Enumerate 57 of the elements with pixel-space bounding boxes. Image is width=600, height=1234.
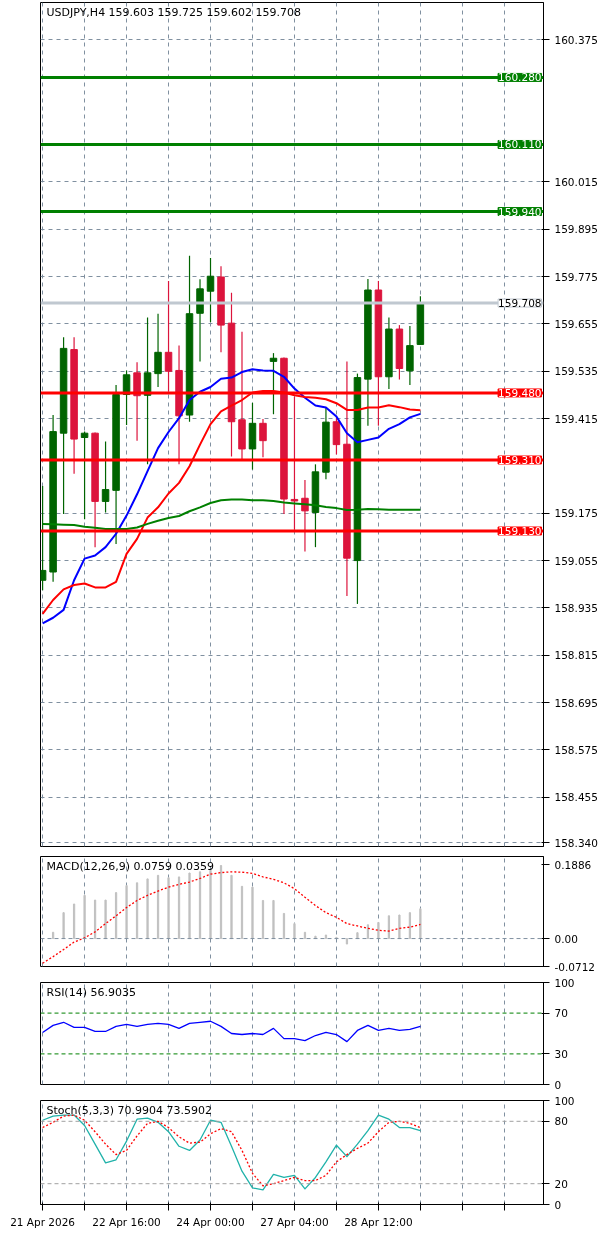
y-tick-label: 158.575 [554, 743, 598, 756]
candlestick [269, 352, 278, 415]
chart-title: Stoch(5,3,3) 70.9904 73.5902 [46, 1103, 213, 1117]
y-tick-label: 159.535 [554, 365, 598, 378]
line-series [41, 498, 422, 531]
ref-line-label: 159.480 [498, 386, 542, 399]
candlestick [206, 257, 215, 323]
candlestick [101, 440, 110, 514]
ref-line-label: 159.310 [498, 454, 542, 466]
y-tick-label: 158.935 [554, 601, 598, 614]
y-tick-label: -0.0712 [554, 960, 596, 973]
chart-title: RSI(14) 56.9035 [46, 985, 136, 999]
ref-line-label: 159.708 [498, 297, 542, 310]
y-tick-label: 159.895 [554, 223, 598, 236]
y-tick-label: 159.175 [554, 507, 598, 520]
y-tick-label: 80 [554, 1115, 568, 1128]
candlestick [80, 431, 89, 520]
y-tick-label: 70 [554, 1007, 568, 1020]
y-tick-label: 0.1886 [554, 858, 592, 871]
candlestick [259, 418, 267, 458]
y-tick-label: 100 [554, 976, 575, 989]
ref-line-label: 159.940 [498, 205, 542, 218]
x-tick-label: 22 Apr 16:00 [92, 1215, 161, 1228]
x-tick-label: 27 Apr 04:00 [260, 1215, 329, 1228]
chart-title: MACD(12,26,9) 0.0759 0.0359 [46, 859, 215, 873]
y-tick-label: 30 [554, 1047, 568, 1060]
y-tick-label: 160.375 [554, 33, 598, 46]
candlestick [301, 479, 309, 553]
candlestick [154, 313, 162, 388]
y-tick-label: 0 [554, 1198, 562, 1211]
x-tick-label: 28 Apr 12:00 [344, 1215, 413, 1228]
y-tick-label: 159.415 [554, 412, 598, 425]
ref-line-label: 159.130 [498, 524, 542, 537]
y-tick-label: 158.455 [554, 791, 598, 804]
x-tick-label: 24 Apr 00:00 [176, 1215, 245, 1228]
y-tick-label: 100 [554, 1094, 575, 1107]
ref-line-label: 160.110 [498, 138, 542, 151]
y-tick-label: 0 [554, 1078, 562, 1091]
y-tick-label: 159.775 [554, 270, 598, 283]
candlestick [164, 280, 173, 393]
y-tick-label: 158.695 [554, 696, 598, 709]
y-tick-label: 160.015 [554, 175, 598, 188]
chart-title: USDJPY,H4 159.603 159.725 159.602 159.708 [46, 5, 302, 19]
candlestick [332, 417, 341, 456]
candlestick [40, 485, 47, 591]
candlestick [133, 361, 141, 442]
line-series [41, 1020, 422, 1043]
y-tick-label: 159.655 [554, 317, 598, 330]
x-tick-label: 21 Apr 2026 [10, 1215, 76, 1228]
line-series [41, 871, 422, 964]
ref-line-label: 160.280 [498, 71, 542, 84]
y-tick-label: 20 [554, 1177, 568, 1190]
y-tick-label: 0.00 [554, 932, 578, 945]
candlestick [290, 396, 299, 531]
y-tick-label: 159.055 [554, 554, 598, 567]
y-tick-label: 158.815 [554, 649, 598, 662]
y-tick-label: 158.340 [554, 836, 598, 849]
